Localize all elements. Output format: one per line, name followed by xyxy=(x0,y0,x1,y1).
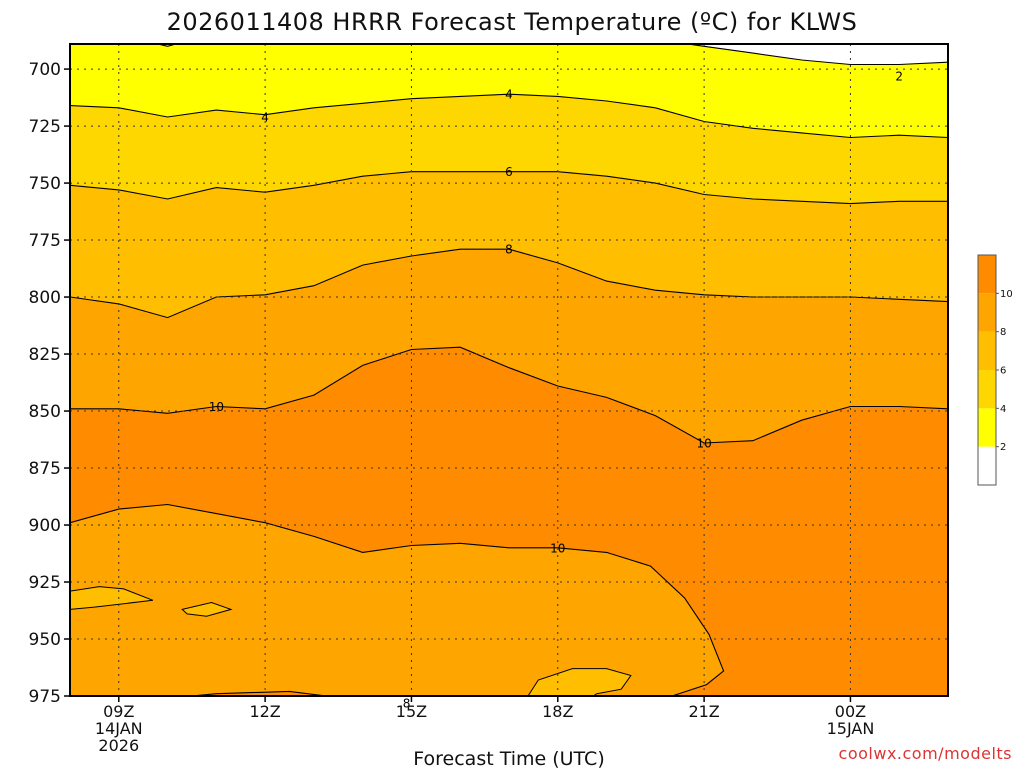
colorbar-label-0: 2 xyxy=(1000,442,1006,453)
y-tick-label-5: 825 xyxy=(29,345,61,365)
contour-label-7: 10 xyxy=(550,541,565,555)
contour-label-1: 4 xyxy=(261,110,269,124)
contour-fields xyxy=(70,44,948,696)
y-tick-label-7: 875 xyxy=(29,459,61,479)
contour-line-4-1 xyxy=(70,93,948,139)
colorbar: 2 4 6 8 10 xyxy=(977,254,1013,486)
x-tick-label-0-2: 2026 xyxy=(98,736,139,755)
y-tick-label-10: 950 xyxy=(29,630,61,650)
contour-label-8: 8 xyxy=(403,696,411,710)
contour-line-2-0 xyxy=(155,44,948,66)
x-tick-label-3-0: 18Z xyxy=(542,702,573,721)
plot-area: 2 4 4 6 8 10 10 10 8 xyxy=(70,44,948,710)
colorbar-label-2: 6 xyxy=(1000,366,1006,377)
axes: 70072575077580082585087590092595097509Z1… xyxy=(29,43,949,755)
contour-label-0: 2 xyxy=(895,69,903,83)
colorbar-label-1: 4 xyxy=(1000,404,1006,415)
temp-patch-1 xyxy=(181,601,233,617)
y-tick-label-9: 925 xyxy=(29,573,61,593)
colorbar-segment-2 xyxy=(978,370,996,409)
contour-line-6-2 xyxy=(70,171,948,205)
x-tick-label-4-0: 21Z xyxy=(688,702,719,721)
y-tick-label-0: 700 xyxy=(29,60,61,80)
colorbar-label-3: 8 xyxy=(1000,327,1006,338)
contour-label-3: 6 xyxy=(505,165,513,179)
contour-label-2: 4 xyxy=(505,88,513,102)
y-tick-label-3: 775 xyxy=(29,231,61,251)
contour-line-8-3 xyxy=(70,248,948,319)
x-tick-label-0-0: 09Z xyxy=(103,702,134,721)
contour-label-4: 8 xyxy=(505,243,513,257)
x-tick-label-1-0: 12Z xyxy=(249,702,280,721)
x-tick-label-0-1: 14JAN xyxy=(95,719,143,738)
y-tick-label-1: 725 xyxy=(29,117,61,137)
y-tick-label-6: 850 xyxy=(29,402,61,422)
colorbar-segment-0 xyxy=(978,446,996,485)
x-tick-label-2-0: 15Z xyxy=(396,702,427,721)
contour-label-5: 10 xyxy=(209,400,224,414)
colorbar-segment-5 xyxy=(978,255,996,294)
contour-label-6: 10 xyxy=(696,436,711,450)
colorbar-segment-1 xyxy=(978,408,996,447)
colorbar-label-4: 10 xyxy=(1000,289,1013,300)
temp-patch-2 xyxy=(527,668,632,696)
contour-line-10-4 xyxy=(70,346,948,444)
x-axis-label: Forecast Time (UTC) xyxy=(413,748,604,768)
y-tick-label-4: 800 xyxy=(29,288,61,308)
temp-patch-0 xyxy=(70,586,154,610)
y-tick-label-2: 750 xyxy=(29,174,61,194)
temp-band-10-5 xyxy=(70,504,724,696)
colorbar-segment-4 xyxy=(978,293,996,332)
chart-title: 2026011408 HRRR Forecast Temperature (ºC… xyxy=(167,8,858,36)
y-tick-label-8: 900 xyxy=(29,516,61,536)
x-tick-label-5-1: 15JAN xyxy=(827,719,875,738)
contour-line-10-5 xyxy=(70,503,725,696)
credit-text: coolwx.com/modelts xyxy=(839,744,1012,763)
plot-frame xyxy=(69,43,949,697)
x-tick-label-5-0: 00Z xyxy=(835,702,866,721)
colorbar-segment-3 xyxy=(978,331,996,370)
y-tick-label-11: 975 xyxy=(29,687,61,707)
